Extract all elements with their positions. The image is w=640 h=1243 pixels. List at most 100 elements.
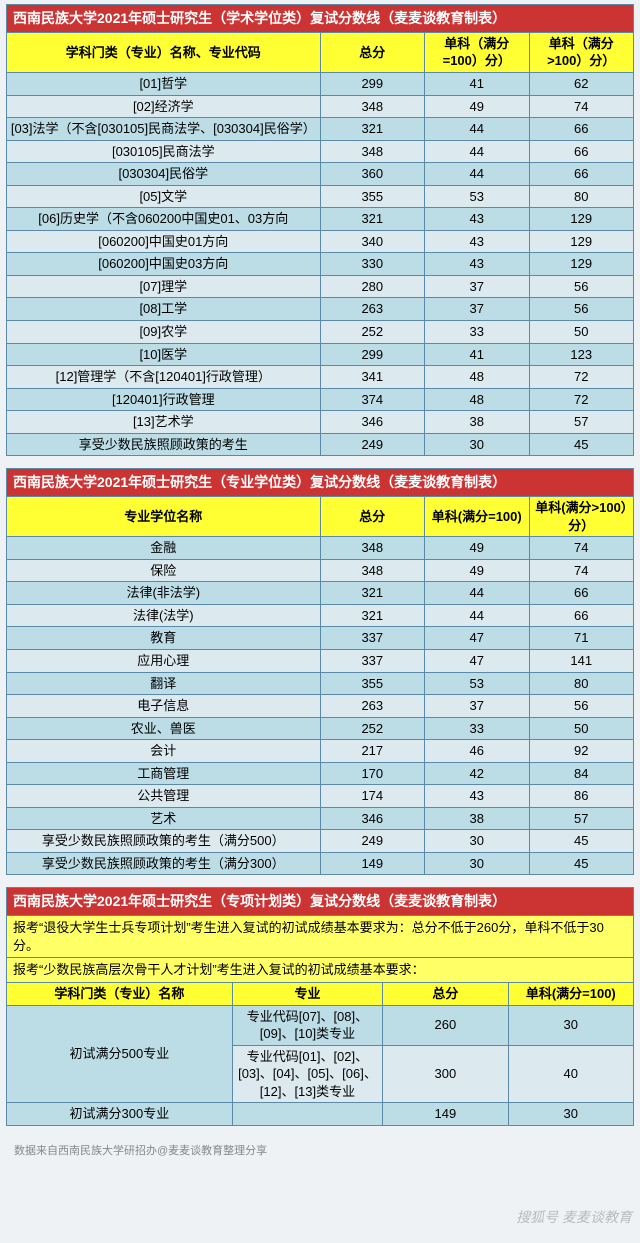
cell: [01]哲学 (7, 72, 321, 95)
table-row: 享受少数民族照顾政策的考生2493045 (7, 433, 634, 456)
cell: 44 (425, 140, 529, 163)
cell: 71 (529, 627, 634, 650)
table-row: 法律(非法学)3214466 (7, 582, 634, 605)
cell: 252 (320, 321, 424, 344)
cell: [060200]中国史01方向 (7, 230, 321, 253)
cell: 341 (320, 366, 424, 389)
col-name: 学科门类（专业）名称、专业代码 (7, 32, 321, 72)
cell: 321 (320, 118, 424, 141)
table-row: [02]经济学3484974 (7, 95, 634, 118)
table3-note2: 报考“少数民族高层次骨干人才计划”考生进入复试的初试成绩基本要求： (7, 958, 634, 983)
cell: 129 (529, 230, 634, 253)
cell: 123 (529, 343, 634, 366)
cell: 38 (425, 807, 529, 830)
col-sub: 单科(满分=100) (508, 983, 633, 1006)
cell: [02]经济学 (7, 95, 321, 118)
cell: 348 (320, 559, 424, 582)
cell: 50 (529, 321, 634, 344)
table-row: 法律(法学)3214466 (7, 604, 634, 627)
table2-header: 专业学位名称 总分 单科(满分=100) 单科(满分>100）分） (7, 497, 634, 537)
cell: 法律(非法学) (7, 582, 321, 605)
cell: 37 (425, 275, 529, 298)
cell: 45 (529, 852, 634, 875)
table-special: 西南民族大学2021年硕士研究生（专项计划类）复试分数线（麦麦谈教育制表） 报考… (6, 887, 634, 1125)
cell: 149 (320, 852, 424, 875)
cell: 174 (320, 785, 424, 808)
cell: 专业代码[01]、[02]、[03]、[04]、[05]、[06]、[12]、[… (232, 1045, 382, 1103)
cell: 129 (529, 208, 634, 231)
table-row: 保险3484974 (7, 559, 634, 582)
table-row: [120401]行政管理3744872 (7, 388, 634, 411)
table-row: 初试满分500专业专业代码[07]、[08]、[09]、[10]类专业26030 (7, 1005, 634, 1045)
cell: 249 (320, 830, 424, 853)
cell: 74 (529, 537, 634, 560)
cell: 37 (425, 695, 529, 718)
col-name: 专业学位名称 (7, 497, 321, 537)
cell: 44 (425, 118, 529, 141)
cell: 280 (320, 275, 424, 298)
cell: 80 (529, 185, 634, 208)
col-prof: 专业 (232, 983, 382, 1006)
cell: 74 (529, 559, 634, 582)
cell: [03]法学（不含[030105]民商法学、[030304]民俗学） (7, 118, 321, 141)
cell: 47 (425, 650, 529, 673)
table-row: [01]哲学2994162 (7, 72, 634, 95)
table-row: 艺术3463857 (7, 807, 634, 830)
table-row: [060200]中国史03方向33043129 (7, 253, 634, 276)
table-row: [12]管理学（不含[120401]行政管理）3414872 (7, 366, 634, 389)
cell: 129 (529, 253, 634, 276)
cell: 艺术 (7, 807, 321, 830)
col-total: 总分 (383, 983, 508, 1006)
cell: 44 (425, 604, 529, 627)
cell: 48 (425, 388, 529, 411)
cell: 170 (320, 762, 424, 785)
cell: [060200]中国史03方向 (7, 253, 321, 276)
cell: 公共管理 (7, 785, 321, 808)
cell: 37 (425, 298, 529, 321)
cell: 337 (320, 627, 424, 650)
cell: 享受少数民族照顾政策的考生 (7, 433, 321, 456)
cell: 保险 (7, 559, 321, 582)
table-academic: 西南民族大学2021年硕士研究生（学术学位类）复试分数线（麦麦谈教育制表） 学科… (6, 4, 634, 456)
table-row: [07]理学2803756 (7, 275, 634, 298)
table-row: [13]艺术学3463857 (7, 411, 634, 434)
cell: 92 (529, 740, 634, 763)
cell: 66 (529, 582, 634, 605)
cell: 30 (425, 433, 529, 456)
table-row: [09]农学2523350 (7, 321, 634, 344)
cell: 72 (529, 366, 634, 389)
cell: 41 (425, 343, 529, 366)
cell: 66 (529, 140, 634, 163)
table-row: 农业、兽医2523350 (7, 717, 634, 740)
watermark: 搜狐号 麦麦谈教育 (516, 1207, 632, 1227)
table3-header: 学科门类（专业）名称 专业 总分 单科(满分=100) (7, 983, 634, 1006)
cell: 374 (320, 388, 424, 411)
col-total: 总分 (320, 32, 424, 72)
cell: 53 (425, 672, 529, 695)
cell: [12]管理学（不含[120401]行政管理） (7, 366, 321, 389)
cell: 346 (320, 411, 424, 434)
table1-header: 学科门类（专业）名称、专业代码 总分 单科（满分=100）分） 单科（满分>10… (7, 32, 634, 72)
cell: 33 (425, 321, 529, 344)
table1-title: 西南民族大学2021年硕士研究生（学术学位类）复试分数线（麦麦谈教育制表） (7, 5, 634, 33)
cell: 263 (320, 695, 424, 718)
cell: 43 (425, 208, 529, 231)
cell: 44 (425, 582, 529, 605)
cell: [10]医学 (7, 343, 321, 366)
col-name: 学科门类（专业）名称 (7, 983, 233, 1006)
cell: 43 (425, 253, 529, 276)
cell: 享受少数民族照顾政策的考生（满分300） (7, 852, 321, 875)
cell: 355 (320, 672, 424, 695)
cell: [08]工学 (7, 298, 321, 321)
group-name: 初试满分500专业 (7, 1005, 233, 1103)
cell: 217 (320, 740, 424, 763)
table-row: 享受少数民族照顾政策的考生（满分300）1493045 (7, 852, 634, 875)
cell: 30 (508, 1005, 633, 1045)
cell: 252 (320, 717, 424, 740)
table-row: 初试满分300专业14930 (7, 1103, 634, 1126)
table-row: [060200]中国史01方向34043129 (7, 230, 634, 253)
cell: 专业代码[07]、[08]、[09]、[10]类专业 (232, 1005, 382, 1045)
cell: 355 (320, 185, 424, 208)
cell: 30 (425, 830, 529, 853)
table-row: [05]文学3555380 (7, 185, 634, 208)
